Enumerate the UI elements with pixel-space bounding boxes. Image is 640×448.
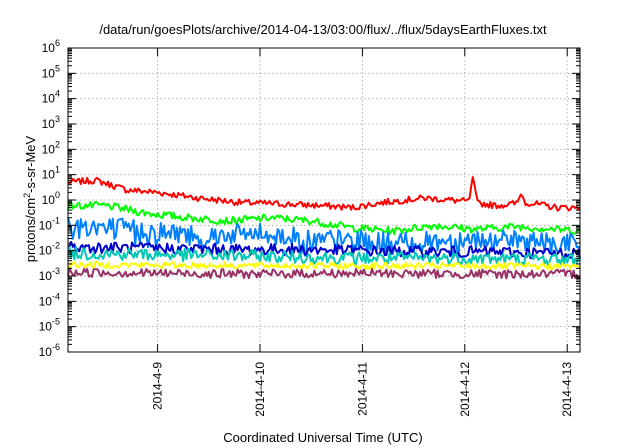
y-tick-label: 102 — [42, 139, 60, 156]
axis-ticks — [68, 47, 580, 353]
x-tick-label: 2014-4-12 — [458, 362, 472, 417]
series-line-5 — [67, 245, 581, 267]
y-axis-label-sup: 2 — [22, 193, 32, 198]
series-lines — [67, 176, 581, 280]
y-tick-label: 10-1 — [39, 215, 60, 232]
series-line-2 — [67, 200, 581, 236]
series-line-3 — [67, 217, 581, 260]
series-line-6 — [67, 260, 581, 271]
y-tick-label: 10-4 — [39, 291, 60, 308]
series-line-1 — [67, 176, 581, 212]
x-tick-labels: 2014-4-9 2014-4-10 2014-4-11 2014-4-12 2014-… — [151, 362, 575, 417]
x-axis-label: Coordinated Universal Time (UTC) — [223, 430, 422, 445]
x-tick-label: 2014-4-10 — [253, 362, 267, 417]
series-line-4 — [67, 240, 581, 260]
x-tick-label: 2014-4-11 — [355, 362, 369, 416]
y-tick-label: 104 — [42, 89, 60, 106]
x-tick-label: 2014-4-13 — [560, 362, 574, 417]
y-tick-labels: 10-6 10-5 10-4 10-3 10-2 10-1 100 101 102 103 104 1… — [39, 38, 60, 359]
x-tick-label: 2014-4-9 — [151, 362, 165, 410]
chart-title: /data/run/goesPlots/archive/2014-04-13/0… — [99, 22, 547, 37]
y-tick-label: 10-2 — [39, 241, 60, 258]
y-tick-label: 10-3 — [39, 266, 60, 283]
y-axis-label: protons/cm2-s-sr-MeV — [22, 135, 38, 262]
y-tick-label: 103 — [42, 114, 60, 131]
y-axis-label-rest: -s-sr-MeV — [23, 135, 38, 192]
y-tick-label: 10-5 — [39, 317, 60, 334]
y-tick-label: 101 — [42, 165, 60, 182]
grid-lines — [68, 48, 580, 352]
series-line-7 — [67, 267, 581, 280]
y-tick-label: 100 — [42, 190, 60, 207]
y-tick-label: 105 — [42, 63, 60, 80]
y-axis-label-main: protons/cm — [23, 198, 38, 262]
y-tick-label: 10-6 — [39, 342, 60, 359]
y-tick-label: 106 — [42, 38, 60, 55]
